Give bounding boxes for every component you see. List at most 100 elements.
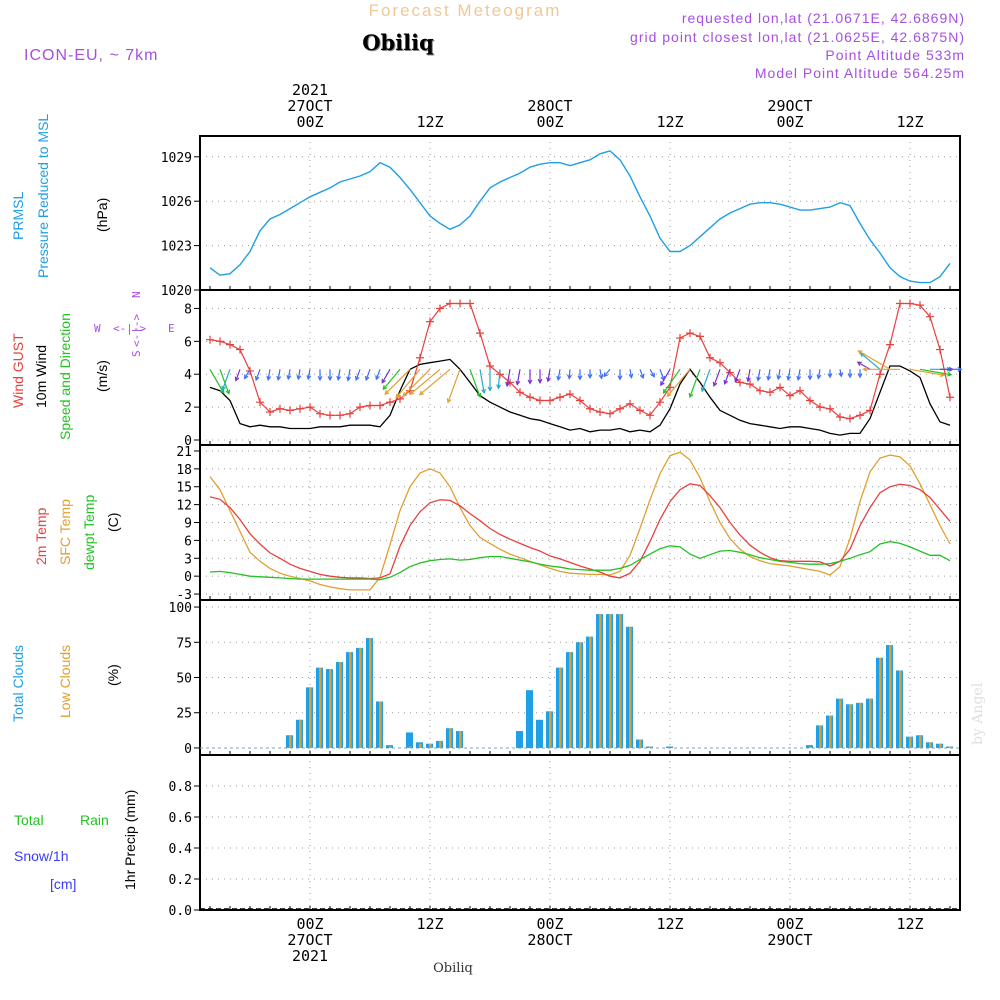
wind-arrow-head (712, 381, 718, 388)
wind-arrow (701, 369, 711, 392)
top-time-label: 12Z (896, 113, 923, 131)
gust-marker (346, 409, 354, 418)
precip-cm-label: [cm] (50, 876, 76, 892)
gust-marker (766, 388, 774, 397)
wind-arrow-head (306, 375, 312, 381)
wind-arrow (857, 361, 871, 370)
gust-marker (246, 366, 254, 375)
top-time-label: 12Z (416, 113, 443, 131)
clouds-panel: 0 25 50 75 100 (169, 599, 961, 757)
wind-arrow (395, 368, 421, 399)
wind-arrow (307, 369, 311, 380)
precip-snow-label: Snow/1h (14, 848, 68, 864)
pressure-ytick-label: 1029 (161, 151, 192, 166)
top-time-label: 00Z (296, 113, 323, 131)
wind-arrow (219, 369, 230, 394)
gust-marker (526, 393, 534, 402)
gust-marker (296, 404, 304, 413)
wind-arrow (860, 352, 881, 370)
wind-arrow (447, 369, 461, 403)
gust-marker (306, 403, 314, 412)
wind-arrow-head (796, 375, 802, 381)
clouds-ytick-label: 75 (176, 636, 192, 651)
compass-n: N (130, 291, 143, 298)
wind-arrow-head (266, 375, 272, 381)
low-cloud-bar (899, 670, 902, 748)
total-cloud-bar (406, 732, 413, 748)
bottom-time-label: 00Z (536, 915, 563, 933)
wind-ytick-label: 4 (184, 368, 192, 383)
gust-marker (756, 386, 764, 395)
gust-marker (406, 386, 414, 395)
wind-arrow (221, 369, 231, 390)
compass-arrows-h: <-|-> (113, 322, 146, 335)
temp-panel-labels: 2m Temp SFC Temp dewpt Temp (C) (33, 495, 121, 570)
gust-marker (866, 406, 874, 415)
gust-marker (776, 383, 784, 392)
wind-dir-label: Speed and Direction (57, 313, 73, 440)
precip-ytick-label: 0.6 (169, 811, 192, 826)
wind-arrow-head (700, 387, 706, 393)
watermark: by Angel (970, 682, 986, 745)
precip-panel: 0.0 0.2 0.4 0.6 0.8 (169, 754, 961, 919)
wind-arrow-head (662, 388, 668, 394)
model-altitude: Model Point Altitude 564.25m (755, 65, 965, 81)
precip-panel-labels: Total Rain Snow/1h [cm] 1hr Precip (mm) (14, 790, 138, 892)
gust-marker (456, 299, 464, 308)
bottom-time-label: 29OCT (767, 931, 812, 949)
wind10m-line (209, 358, 951, 436)
gust-marker (876, 370, 884, 379)
total-cloud-bar (666, 746, 673, 748)
wind-arrow (713, 369, 721, 387)
wind-arrow (639, 369, 644, 379)
wind-arrow (547, 369, 551, 382)
low-cloud-bar (949, 746, 952, 748)
wind-arrow-head (838, 372, 844, 378)
gust-marker (226, 340, 234, 349)
clouds-panel-labels: Total Clouds Low Clouds (%) (10, 645, 121, 722)
wind-arrow-head (857, 373, 863, 379)
bottom-time-label: 00Z (296, 915, 323, 933)
top-time-label: 29OCT (767, 97, 812, 115)
gust-marker (286, 406, 294, 415)
location-title: Obiliq (362, 30, 434, 55)
gust-marker (376, 401, 384, 410)
low-cloud-bar (919, 735, 922, 748)
precip-frame (199, 754, 961, 911)
model-label: ICON-EU, ~ 7km (24, 47, 158, 64)
low-cloud-bar (379, 701, 382, 748)
low-cloud-bar (939, 743, 942, 748)
wind-arrow (689, 369, 701, 398)
temperature-ytick-label: -3 (176, 588, 192, 603)
low-cloud-bar (389, 746, 392, 748)
panels: 102010231026102902468-303691215182102550… (161, 135, 963, 919)
bottom-time-label: 12Z (416, 915, 443, 933)
pressure-line (209, 150, 951, 284)
total-cloud-bar (806, 745, 813, 748)
low-cloud-bar (359, 647, 362, 748)
bottom-time-label: 27OCT (287, 931, 332, 949)
precip-ytick-label: 0.2 (169, 873, 192, 888)
wind-arrow-head (556, 375, 562, 381)
wind-compass: W E N S <-|-> <-|-> (94, 291, 175, 357)
gust-marker (356, 403, 364, 412)
wind-arrow-head (409, 390, 415, 395)
gust-marker (656, 398, 664, 407)
dewpt-line (209, 540, 951, 581)
gust-marker (466, 299, 474, 308)
total-cloud-bar (386, 745, 393, 748)
wind-arrow (629, 369, 633, 378)
low-cloud-bar (349, 652, 352, 748)
wind-arrow-head (577, 375, 583, 381)
gust-marker (396, 394, 404, 403)
pressure-ytick-label: 1026 (161, 195, 192, 210)
wind-arrow (255, 369, 261, 381)
wind-arrow-head (354, 375, 360, 382)
gust-marker (626, 399, 634, 408)
gust-marker (706, 353, 714, 362)
top-time-label: 00Z (776, 113, 803, 131)
compass-arrows-v: <-|-> (130, 314, 143, 347)
wind-panel: 0 2 4 6 8 (184, 289, 963, 449)
wind-arrow (649, 368, 655, 377)
pressure-unit: (hPa) (94, 198, 110, 232)
